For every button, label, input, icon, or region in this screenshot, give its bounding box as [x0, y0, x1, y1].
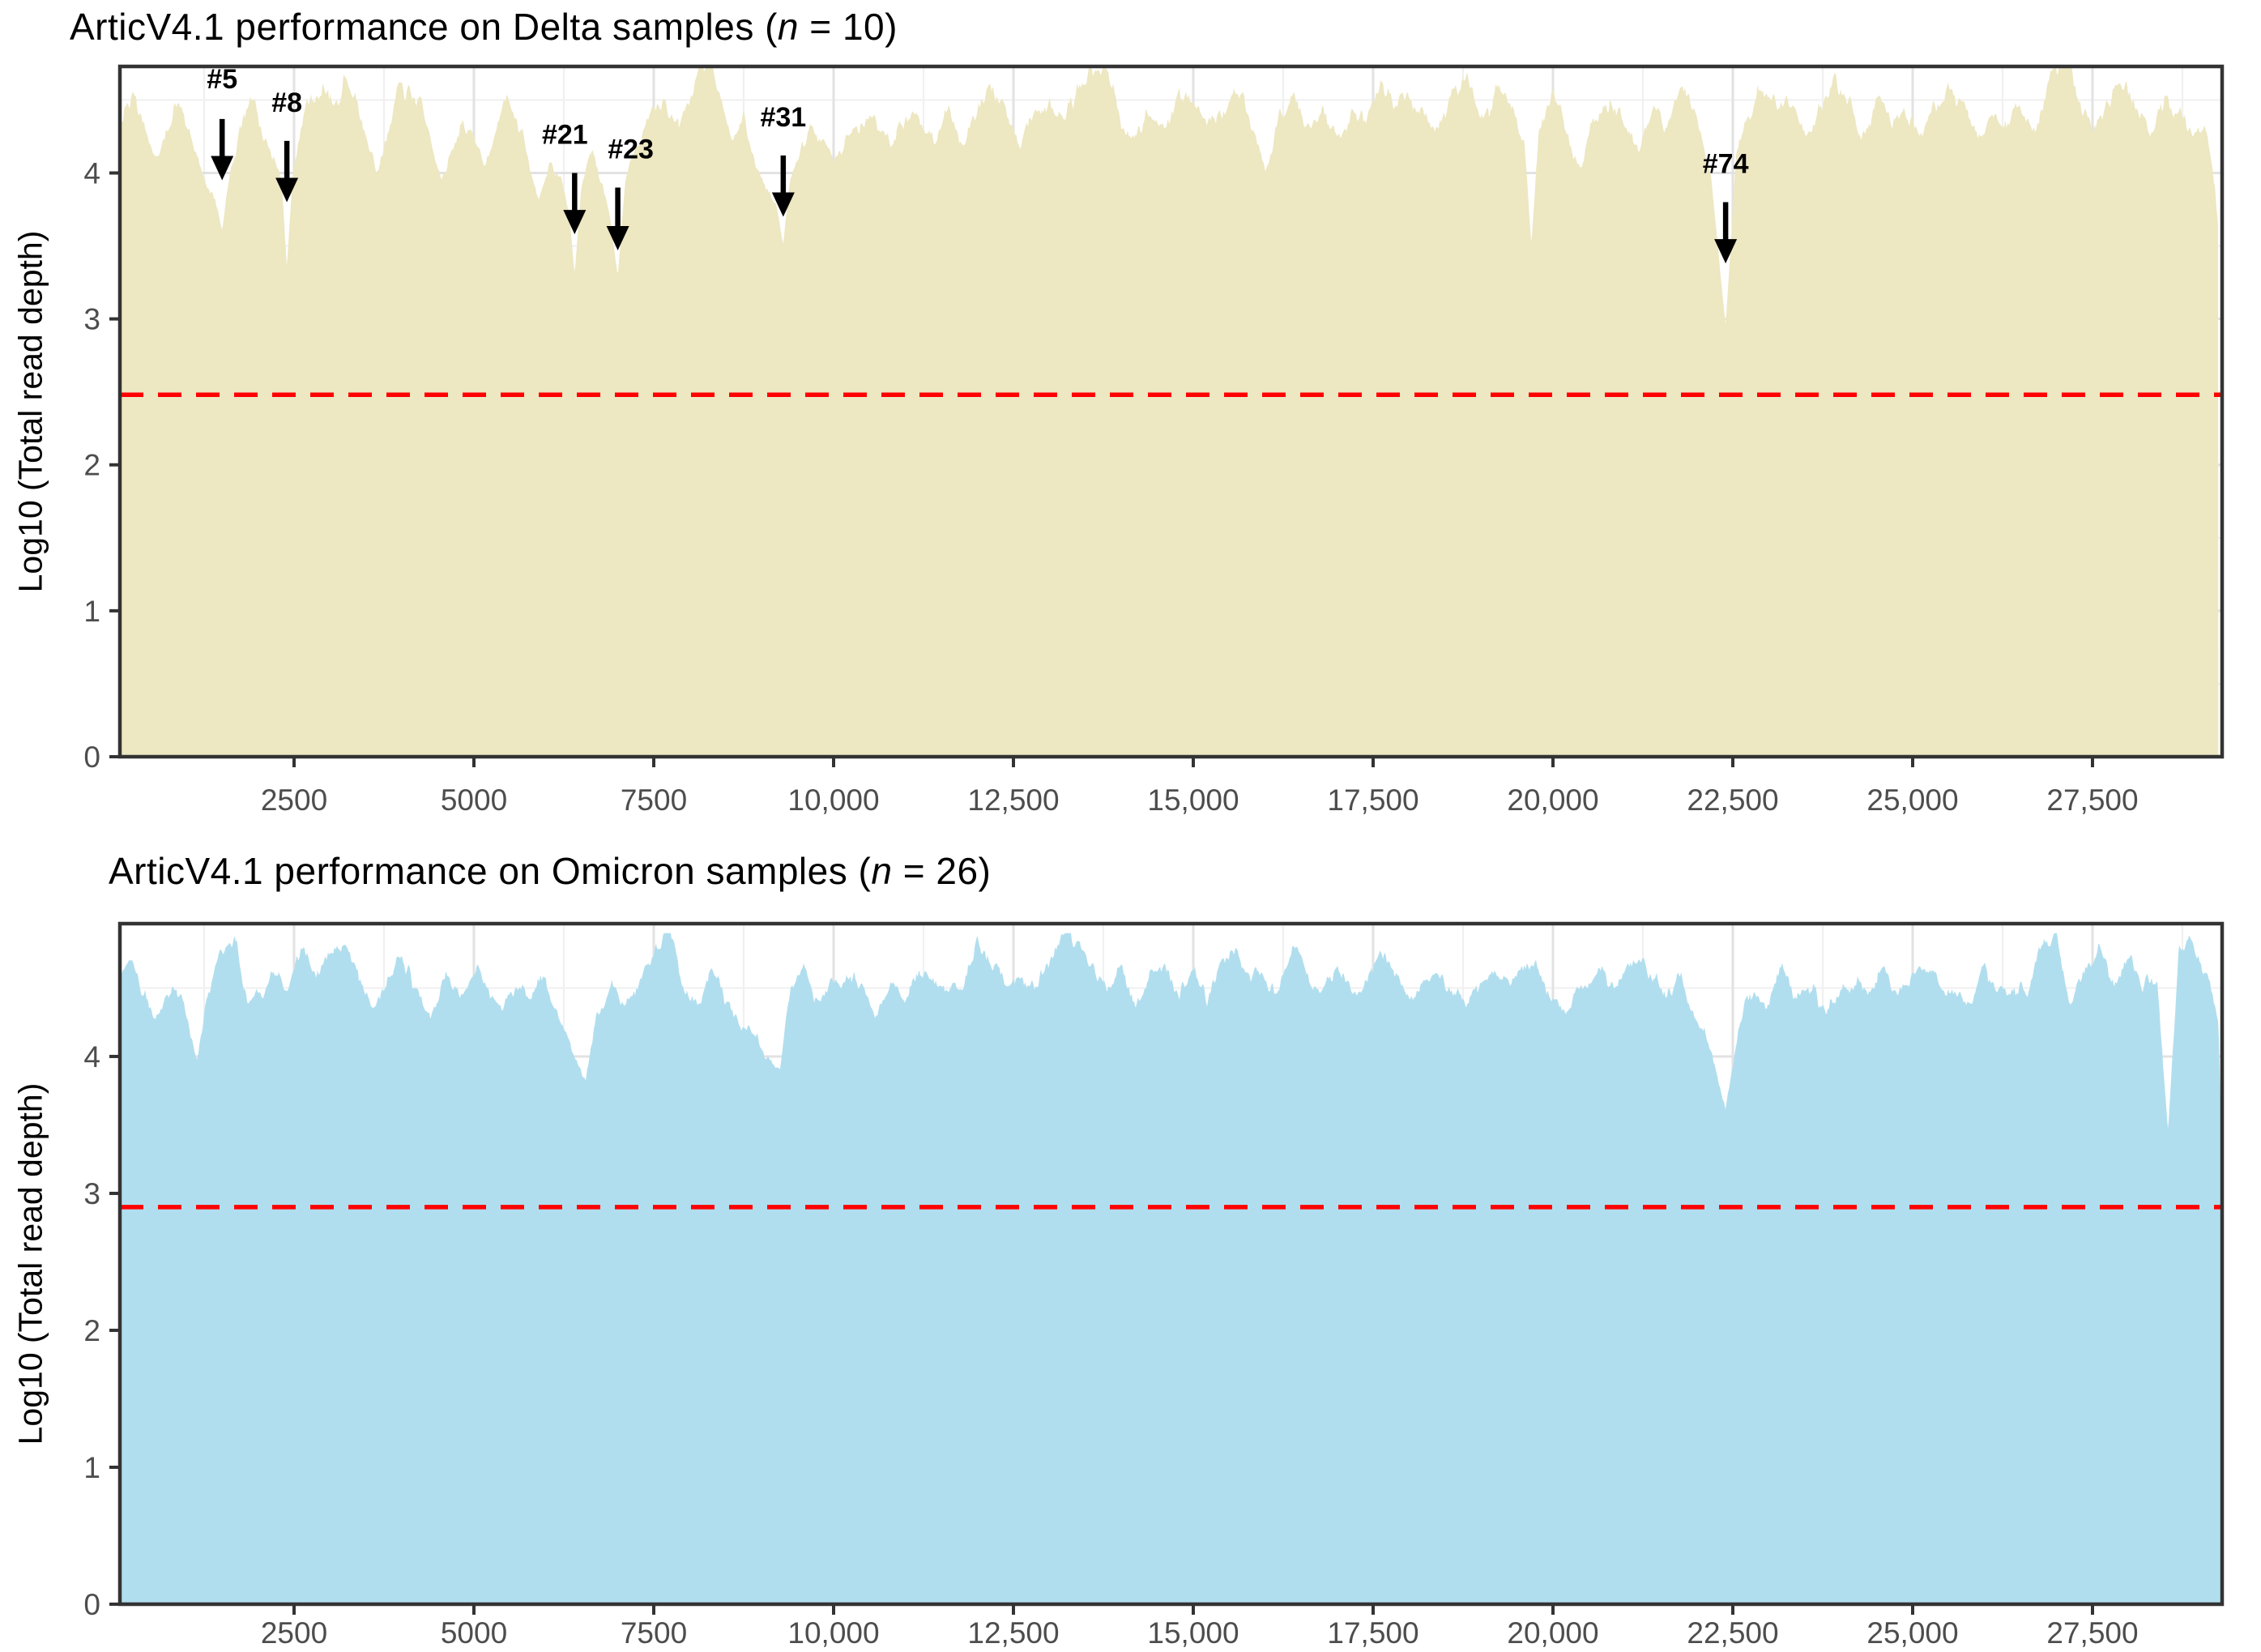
delta-coverage-area [120, 66, 2219, 757]
omicron-title-suffix: = 26) [892, 850, 992, 892]
delta-y-tick-label: 1 [83, 595, 100, 628]
delta-x-tick-label: 17,500 [1327, 783, 1418, 817]
delta-annotation-arrow-head [275, 177, 299, 203]
delta-annotation-label: #21 [542, 119, 588, 150]
omicron-y-tick-label: 4 [83, 1040, 100, 1074]
omicron-title-prefix: ArticV4.1 performance on Omicron samples… [109, 850, 872, 892]
delta-x-tick-label: 10,000 [787, 783, 879, 817]
delta-x-tick-label: 2500 [261, 783, 327, 817]
delta-annotation-label: #74 [1703, 148, 1749, 179]
omicron-y-axis-title: Log10 (Total read depth) [11, 1082, 49, 1445]
omicron-x-tick-label: 10,000 [787, 1616, 879, 1650]
omicron-y-tick-label: 2 [83, 1314, 100, 1347]
omicron-x-tick-label: 25,000 [1866, 1616, 1958, 1650]
omicron-chart-title: ArticV4.1 performance on Omicron samples… [109, 849, 991, 893]
delta-title-suffix: = 10) [799, 6, 898, 48]
delta-annotation-label: #8 [271, 88, 302, 118]
delta-y-tick-label: 3 [83, 303, 100, 336]
omicron-y-tick-label: 3 [83, 1177, 100, 1210]
delta-annotation-arrow-head [211, 156, 234, 181]
delta-annotation-label: #23 [608, 134, 654, 164]
omicron-x-tick-label: 15,000 [1147, 1616, 1239, 1650]
delta-chart-title: ArticV4.1 performance on Delta samples (… [70, 5, 898, 49]
delta-panel-border [117, 64, 2225, 759]
omicron-coverage-area [120, 933, 2220, 1604]
delta-x-tick-label: 15,000 [1147, 783, 1239, 817]
omicron-x-tick-label: 27,500 [2046, 1616, 2138, 1650]
omicron-title-n: n [871, 850, 893, 892]
delta-x-tick-label: 27,500 [2046, 783, 2138, 817]
delta-annotation-label: #5 [207, 64, 237, 95]
omicron-x-tick-label: 7500 [621, 1616, 687, 1650]
delta-y-axis-title: Log10 (Total read depth) [11, 230, 49, 593]
delta-annotation-label: #31 [760, 102, 806, 133]
delta-x-tick-label: 7500 [621, 783, 687, 817]
delta-x-tick-label: 12,500 [967, 783, 1059, 817]
omicron-x-tick-label: 17,500 [1327, 1616, 1418, 1650]
delta-x-tick-label: 25,000 [1866, 783, 1958, 817]
delta-title-n: n [777, 6, 800, 48]
omicron-y-tick-label: 0 [83, 1588, 100, 1621]
delta-x-tick-label: 5000 [441, 783, 507, 817]
omicron-x-tick-label: 22,500 [1687, 1616, 1778, 1650]
omicron-panel-border [117, 921, 2225, 1607]
delta-annotation-arrow-head [771, 192, 795, 217]
delta-x-tick-label: 22,500 [1687, 783, 1778, 817]
delta-y-tick-label: 0 [83, 741, 100, 774]
omicron-y-tick-label: 1 [83, 1451, 100, 1484]
delta-x-tick-label: 20,000 [1507, 783, 1598, 817]
omicron-x-tick-label: 2500 [261, 1616, 327, 1650]
delta-title-prefix: ArticV4.1 performance on Delta samples ( [70, 6, 778, 48]
delta-annotation-arrow-head [1714, 239, 1738, 264]
delta-annotation-arrow-head [606, 225, 629, 250]
omicron-x-tick-label: 12,500 [967, 1616, 1059, 1650]
omicron-x-tick-label: 20,000 [1507, 1616, 1598, 1650]
delta-y-tick-label: 2 [83, 449, 100, 482]
delta-annotation-arrow-head [563, 210, 587, 235]
delta-y-tick-label: 4 [83, 156, 100, 190]
omicron-x-tick-label: 5000 [441, 1616, 507, 1650]
